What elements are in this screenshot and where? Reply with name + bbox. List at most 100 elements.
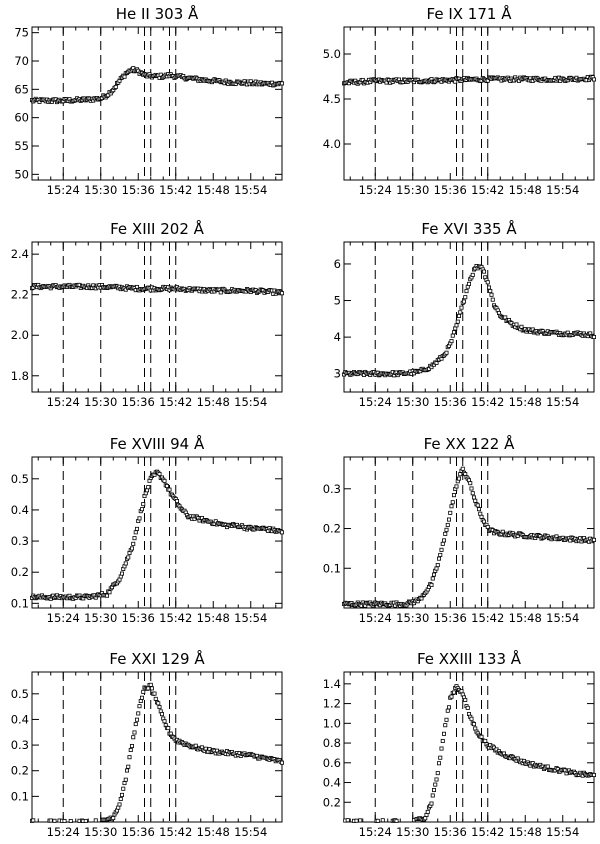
panel-title: Fe XX 122 Å (424, 434, 516, 453)
x-tick-label: 15:30 (396, 183, 429, 197)
y-tick-label: 0.5 (11, 472, 29, 486)
data-point (449, 504, 454, 509)
x-tick-label: 15:24 (47, 183, 80, 197)
data-point (129, 743, 134, 748)
data-point (459, 689, 464, 694)
data-point (120, 792, 125, 797)
x-tick-label: 15:36 (122, 183, 155, 197)
x-tick-label: 15:42 (159, 395, 192, 409)
data-point (436, 556, 441, 561)
data-point (481, 269, 486, 274)
data-point (425, 809, 430, 814)
data-point (464, 289, 469, 294)
x-tick-label: 15:48 (509, 825, 542, 839)
data-point (479, 734, 484, 739)
plot-frame (343, 26, 595, 181)
x-tick-label: 15:24 (359, 395, 392, 409)
data-point (438, 755, 443, 760)
data-point (153, 696, 158, 701)
data-point (218, 290, 223, 295)
x-tick-label: 15:24 (47, 395, 80, 409)
data-point (126, 555, 131, 560)
data-point (443, 531, 448, 536)
data-point (117, 802, 122, 807)
data-point (139, 695, 144, 700)
data-point (122, 781, 127, 786)
y-tick-label: 0.6 (323, 756, 341, 770)
y-tick-label: 75 (14, 26, 29, 40)
y-tick-label: 5 (334, 294, 341, 308)
data-point (434, 566, 439, 571)
x-tick-label: 15:42 (159, 183, 192, 197)
data-point (129, 546, 134, 551)
x-tick-label: 15:36 (434, 825, 467, 839)
x-tick-label: 15:54 (546, 395, 579, 409)
data-point (423, 816, 428, 821)
x-tick-label: 15:54 (546, 825, 579, 839)
data-point (471, 722, 476, 727)
data-point (486, 285, 491, 290)
panel-title: Fe IX 171 Å (427, 4, 513, 23)
data-point (455, 319, 460, 324)
x-tick-label: 15:36 (122, 395, 155, 409)
data-point (459, 305, 464, 310)
data-point (126, 764, 131, 769)
data-point (485, 280, 490, 285)
x-tick-label: 15:54 (546, 611, 579, 625)
x-tick-label: 15:48 (509, 183, 542, 197)
x-tick-label: 15:42 (159, 611, 192, 625)
data-point (488, 289, 493, 294)
data-point (433, 782, 438, 787)
data-point (435, 563, 440, 568)
data-point (136, 711, 141, 716)
data-point (345, 818, 350, 823)
data-point (468, 481, 473, 486)
data-point (162, 719, 167, 724)
y-tick-label: 0.1 (11, 789, 29, 803)
y-tick-label: 65 (14, 82, 29, 96)
y-tick-label: 0.4 (323, 776, 341, 790)
y-tick-label: 55 (14, 139, 29, 153)
data-point (149, 686, 154, 691)
x-tick-label: 15:24 (47, 825, 80, 839)
x-tick-label: 15:36 (122, 825, 155, 839)
data-point (68, 818, 73, 823)
x-tick-label: 15:30 (84, 395, 117, 409)
data-point (430, 793, 435, 798)
y-tick-label: 0.3 (11, 534, 29, 548)
y-tick-label: 0.8 (323, 736, 341, 750)
data-point (166, 726, 171, 731)
data-point (156, 701, 161, 706)
data-point (131, 541, 136, 546)
data-point (380, 818, 385, 823)
data-point (440, 541, 445, 546)
data-point (440, 738, 445, 743)
data-point (358, 818, 363, 823)
y-tick-label: 2.4 (11, 247, 29, 261)
data-point (471, 495, 476, 500)
data-point (148, 682, 153, 687)
data-point (127, 755, 132, 760)
data-point (167, 487, 172, 492)
plot-frame (343, 456, 595, 609)
data-point (113, 84, 118, 89)
data-point (454, 484, 459, 489)
y-tick-label: 2.0 (11, 328, 29, 342)
data-point (111, 816, 116, 821)
data-point (469, 716, 474, 721)
data-point (449, 694, 454, 699)
data-point (453, 326, 458, 331)
data-point (450, 333, 455, 338)
data-point (466, 281, 471, 286)
data-point (456, 313, 461, 318)
x-tick-label: 15:54 (234, 183, 267, 197)
data-point (83, 818, 88, 823)
y-tick-label: 0.2 (11, 565, 29, 579)
data-point (146, 686, 151, 691)
data-point (137, 704, 142, 709)
y-tick-label: 1.4 (323, 677, 341, 691)
data-point (454, 323, 459, 328)
data-point (451, 330, 456, 335)
data-point (439, 547, 444, 552)
panel-title: Fe XVI 335 Å (421, 219, 517, 238)
